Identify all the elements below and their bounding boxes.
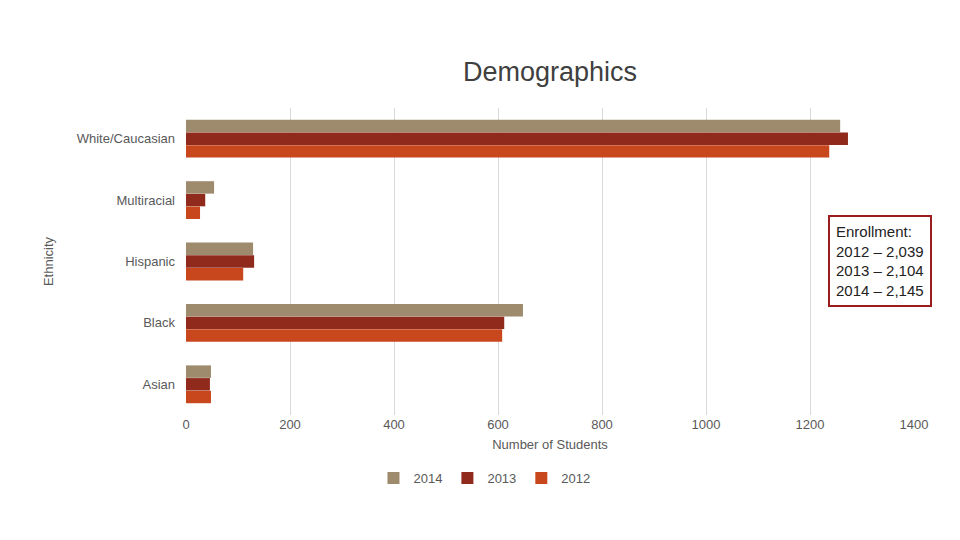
svg-text:2012: 2012 [561, 471, 590, 486]
svg-text:Black: Black [143, 315, 175, 330]
svg-text:Asian: Asian [142, 377, 175, 392]
svg-text:600: 600 [487, 417, 509, 432]
svg-text:2014: 2014 [413, 471, 442, 486]
svg-text:1000: 1000 [692, 417, 721, 432]
svg-text:0: 0 [182, 417, 189, 432]
svg-text:Ethnicity: Ethnicity [41, 236, 56, 286]
svg-text:Hispanic: Hispanic [125, 254, 175, 269]
svg-text:800: 800 [591, 417, 613, 432]
svg-text:Multiracial: Multiracial [116, 193, 175, 208]
svg-text:Demographics: Demographics [463, 57, 637, 87]
svg-text:Enrollment:2012 – 2,0392013 –: Enrollment:2012 – 2,0392013 – 2,1042014 … [836, 223, 924, 299]
svg-text:400: 400 [383, 417, 405, 432]
svg-text:Number of Students: Number of Students [492, 437, 608, 452]
svg-text:200: 200 [279, 417, 301, 432]
svg-text:White/Caucasian: White/Caucasian [77, 131, 175, 146]
svg-text:1200: 1200 [796, 417, 825, 432]
svg-text:1400: 1400 [900, 417, 929, 432]
svg-text:2013: 2013 [487, 471, 516, 486]
